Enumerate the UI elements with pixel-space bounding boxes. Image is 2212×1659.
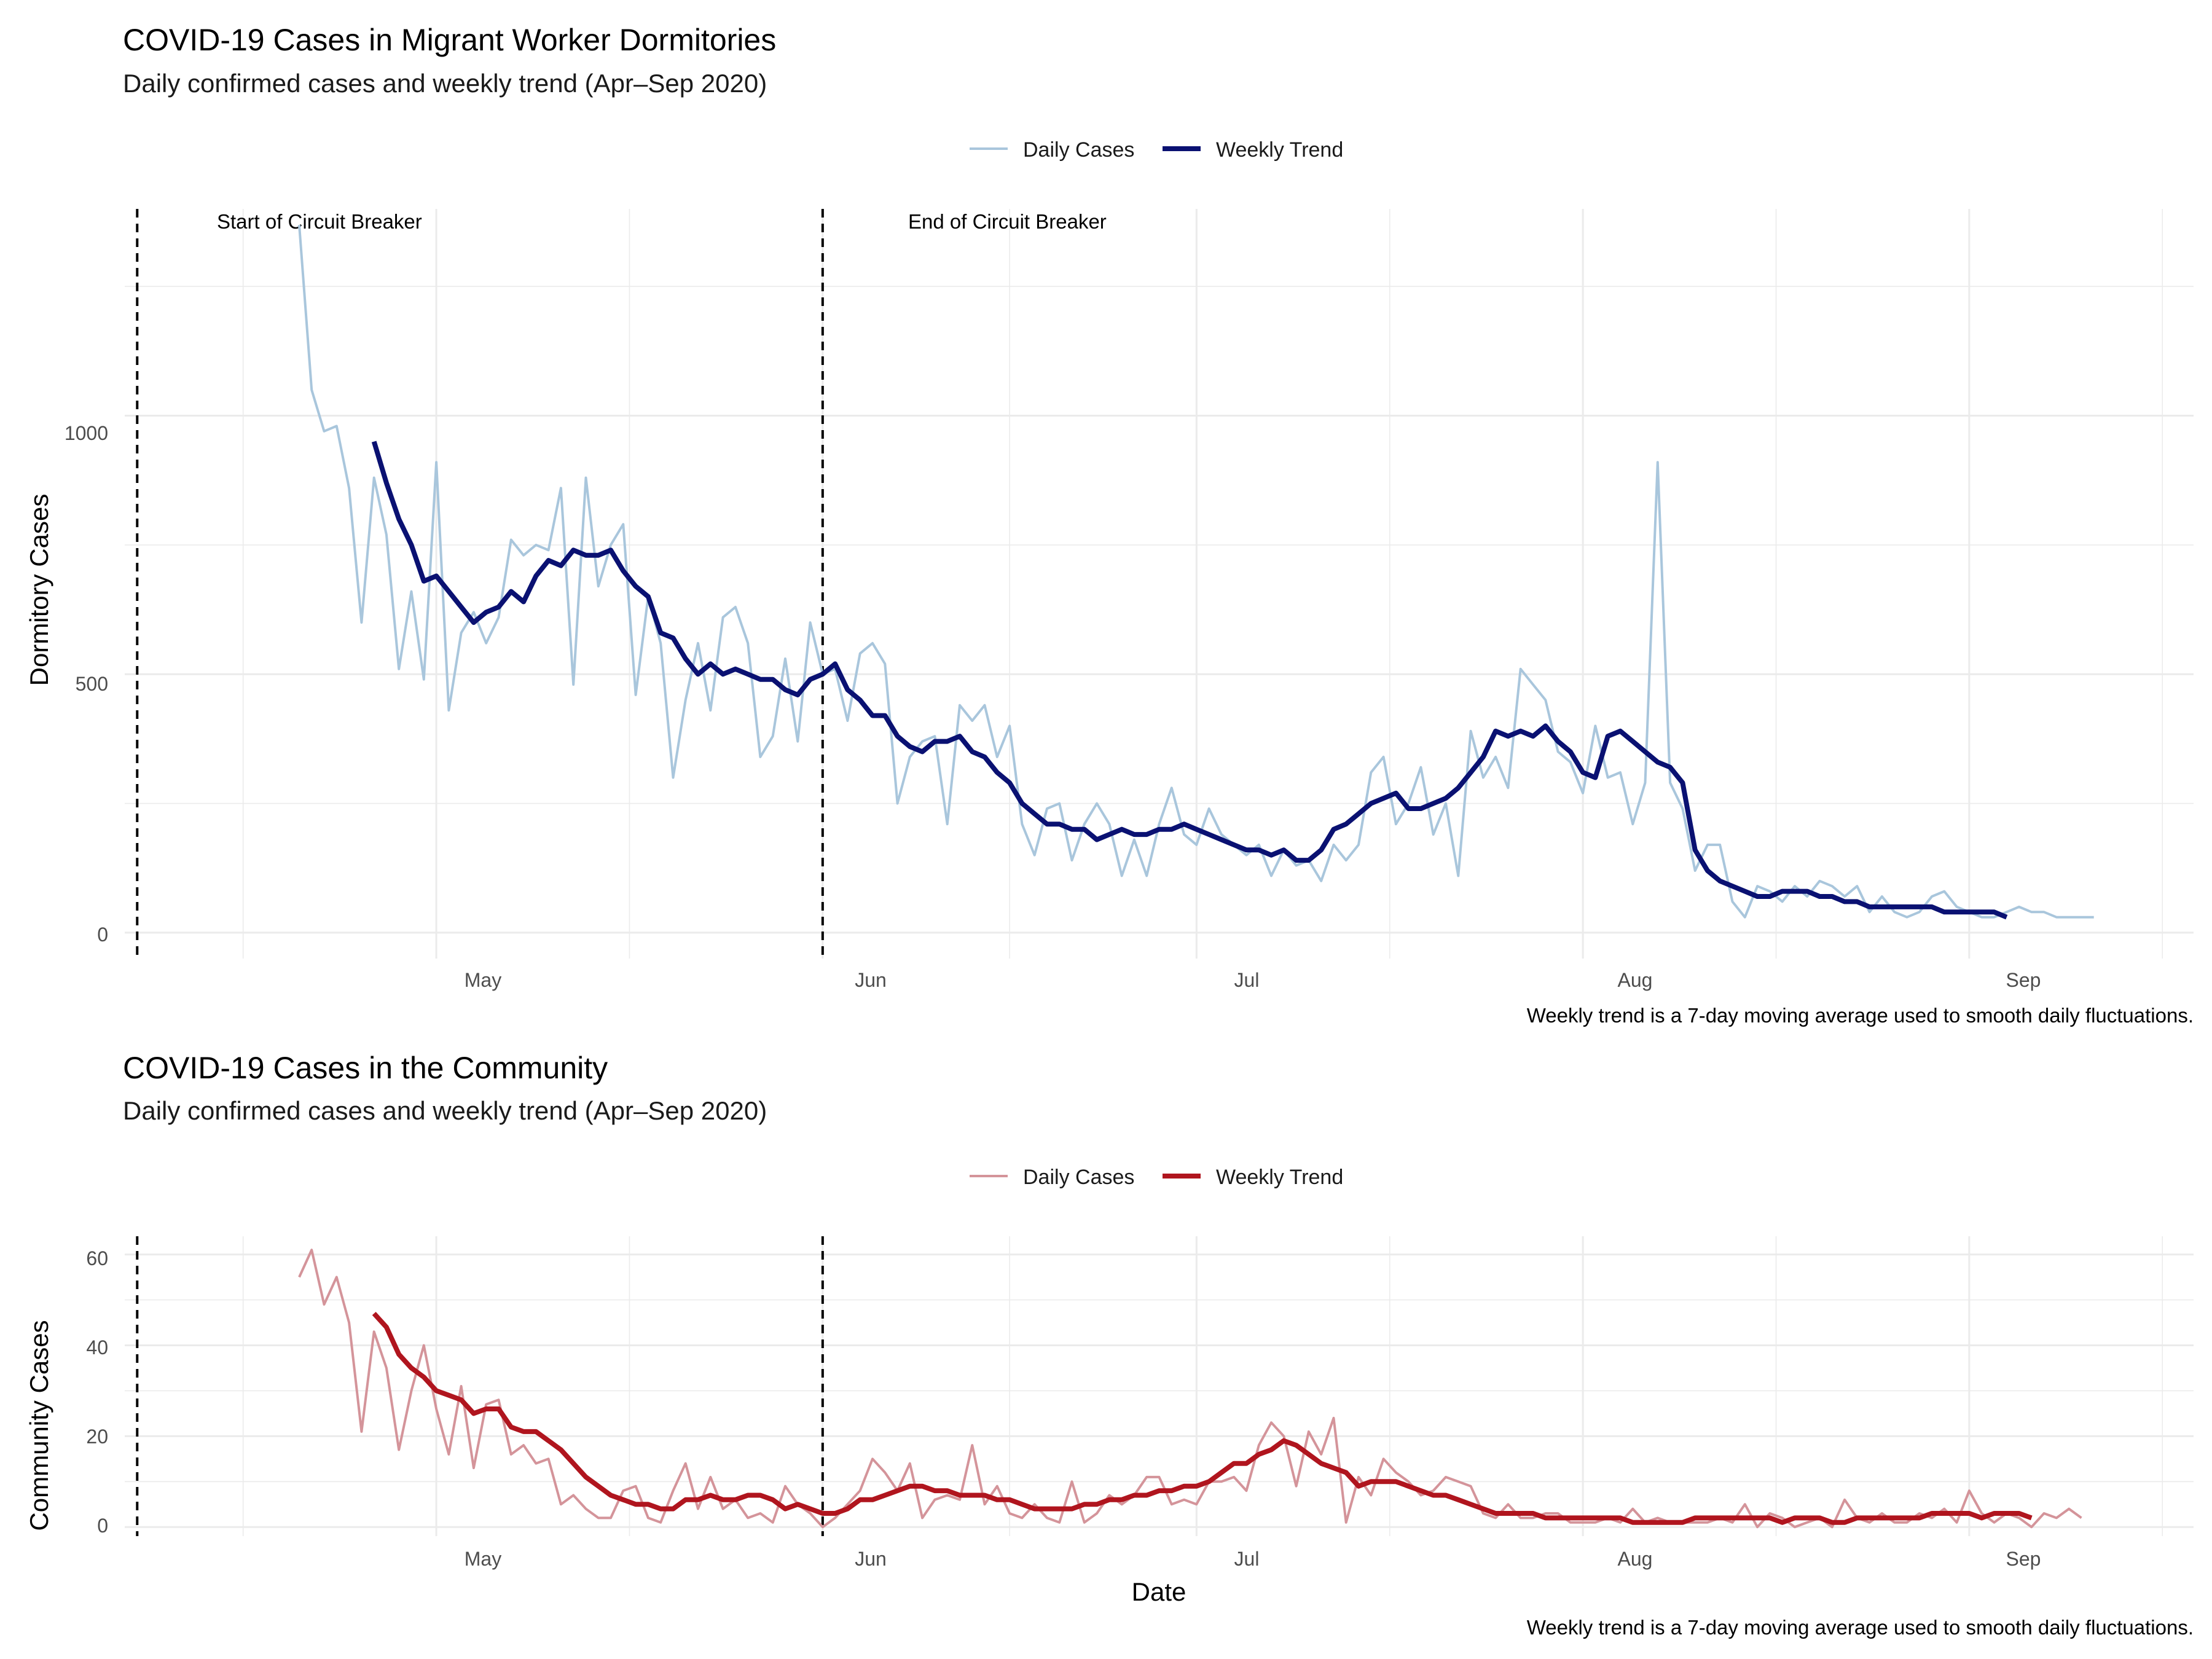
community-x-tick-label: Aug bbox=[1618, 1548, 1653, 1570]
dormitory-x-tick-label: Aug bbox=[1618, 969, 1653, 991]
dormitory-panel: COVID-19 Cases in Migrant Worker Dormito… bbox=[25, 23, 2194, 1027]
dormitory-caption: Weekly trend is a 7-day moving average u… bbox=[1527, 1004, 2194, 1027]
community-y-tick-labels: 0 20 40 60 bbox=[86, 1247, 108, 1537]
community-x-tick-label: Jul bbox=[1234, 1548, 1260, 1570]
dormitory-weekly-trend-series bbox=[371, 441, 2008, 920]
dormitory-x-tick-label: Jul bbox=[1234, 969, 1260, 991]
dormitory-daily-cases-series bbox=[298, 224, 2094, 919]
dormitory-x-tick-label: Jun bbox=[855, 969, 887, 991]
community-weekly-trend-line bbox=[372, 1312, 2033, 1525]
dormitory-y-tick-label: 1000 bbox=[65, 422, 108, 444]
dormitory-y-tick-label: 0 bbox=[97, 924, 108, 946]
dormitory-y-tick-label: 500 bbox=[76, 673, 108, 695]
community-y-tick-label: 60 bbox=[86, 1247, 108, 1269]
dormitory-annotation-start-circuit-breaker: Start of Circuit Breaker bbox=[217, 210, 422, 233]
community-y-tick-label: 20 bbox=[86, 1426, 108, 1448]
dormitory-x-tick-labels: May Jun Jul Aug Sep bbox=[465, 969, 2041, 991]
community-chart-title: COVID-19 Cases in the Community bbox=[123, 1051, 608, 1085]
community-y-tick-label: 40 bbox=[86, 1336, 108, 1359]
community-legend: Daily Cases Weekly Trend bbox=[970, 1166, 1343, 1189]
dormitory-x-tick-label: May bbox=[465, 969, 501, 991]
community-y-axis-title: Community Cases bbox=[25, 1320, 53, 1531]
dormitory-chart-title: COVID-19 Cases in Migrant Worker Dormito… bbox=[123, 23, 776, 57]
dormitory-legend-daily-label: Daily Cases bbox=[1023, 138, 1134, 162]
community-x-tick-label: Jun bbox=[855, 1548, 887, 1570]
dormitory-x-tick-label: Sep bbox=[2006, 969, 2041, 991]
dormitory-chart-subtitle: Daily confirmed cases and weekly trend (… bbox=[123, 69, 767, 98]
community-x-tick-label: Sep bbox=[2006, 1548, 2041, 1570]
dormitory-weekly-trend-line bbox=[371, 441, 2008, 920]
dormitory-y-tick-labels: 0 500 1000 bbox=[65, 422, 108, 946]
dormitory-event-markers bbox=[136, 209, 824, 959]
community-x-axis-title: Date bbox=[1132, 1577, 1186, 1606]
community-x-tick-label: May bbox=[465, 1548, 501, 1570]
community-chart-subtitle: Daily confirmed cases and weekly trend (… bbox=[123, 1096, 767, 1125]
community-weekly-trend-series bbox=[372, 1312, 2033, 1525]
dormitory-legend: Daily Cases Weekly Trend bbox=[970, 138, 1343, 162]
community-event-markers bbox=[136, 1236, 824, 1536]
dormitory-daily-cases-line bbox=[298, 224, 2094, 919]
dormitory-y-axis-title: Dormitory Cases bbox=[25, 494, 53, 686]
community-y-tick-label: 0 bbox=[97, 1515, 108, 1537]
dormitory-annotation-end-circuit-breaker: End of Circuit Breaker bbox=[908, 210, 1107, 233]
community-legend-trend-label: Weekly Trend bbox=[1216, 1166, 1343, 1189]
community-caption: Weekly trend is a 7-day moving average u… bbox=[1527, 1616, 2194, 1639]
dormitory-legend-trend-label: Weekly Trend bbox=[1216, 138, 1343, 162]
community-x-tick-labels: May Jun Jul Aug Sep bbox=[465, 1548, 2041, 1570]
community-panel: COVID-19 Cases in the Community Daily co… bbox=[25, 1051, 2194, 1639]
dormitory-gridlines bbox=[125, 209, 2194, 959]
community-legend-daily-label: Daily Cases bbox=[1023, 1166, 1134, 1189]
